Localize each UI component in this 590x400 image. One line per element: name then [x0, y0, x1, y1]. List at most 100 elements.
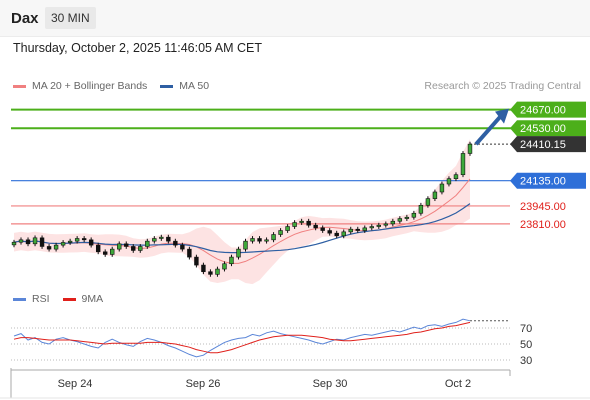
level-badge-3	[510, 172, 586, 189]
candle-body-57	[411, 212, 417, 218]
trend-arrow-shaft	[474, 112, 505, 146]
candle-body-3	[32, 237, 38, 245]
candle-body-22	[166, 236, 171, 242]
rsi-tick-label-1: 50	[520, 339, 532, 351]
candle-body-30	[222, 263, 227, 270]
top-bar: Dax 30 MIN	[0, 0, 590, 37]
legend-item-9ma: 9MA	[62, 293, 104, 305]
candle-body-45	[327, 230, 332, 234]
candle-body-55	[397, 218, 403, 222]
candle-body-58	[418, 204, 424, 214]
candle-body-59	[425, 198, 431, 206]
rsi-tick-label-0: 70	[520, 323, 532, 335]
legend-item-ma50: MA 50	[160, 80, 209, 92]
rsi-legend: RSI 9MA	[13, 293, 116, 305]
candle-body-42	[306, 220, 311, 226]
timeframe-button[interactable]: 30 MIN	[45, 7, 96, 29]
level-label-3: 24135.00	[520, 176, 566, 188]
rsi-tick-label-2: 30	[520, 355, 532, 367]
level-badge-2	[510, 136, 586, 153]
candle-body-44	[320, 227, 325, 231]
candle-body-23	[173, 240, 178, 246]
candle-body-6	[53, 244, 59, 250]
candle-body-56	[404, 216, 410, 219]
candle-body-41	[299, 220, 304, 223]
candle-body-16	[124, 243, 129, 247]
candle-body-37	[271, 234, 276, 241]
candle-body-31	[229, 256, 234, 265]
level-label-1: 24530.00	[520, 123, 566, 135]
legend-label-ma50: MA 50	[179, 80, 210, 92]
x-tick-label-0: Sep 24	[58, 378, 93, 390]
timestamp: Thursday, October 2, 2025 11:46:05 AM CE…	[13, 41, 262, 55]
legend-swatch-9ma	[62, 297, 76, 301]
candle-body-39	[285, 226, 290, 231]
level-badge-0	[510, 101, 586, 118]
candle-body-19	[145, 240, 150, 247]
candle-body-5	[46, 246, 52, 250]
candle-body-15	[117, 243, 122, 250]
bollinger-band	[14, 139, 470, 285]
candle-body-43	[313, 224, 318, 229]
legend-swatch-ma50	[160, 84, 174, 88]
x-tick-label-1: Sep 26	[186, 378, 221, 390]
candle-body-17	[131, 246, 136, 251]
candle-body-20	[152, 238, 157, 242]
candle-body-47	[341, 231, 346, 237]
candle-body-33	[243, 240, 248, 250]
candle-body-10	[81, 238, 87, 241]
trend-arrow-head	[495, 108, 509, 124]
legend-item-ma20: MA 20 + Bollinger Bands	[13, 80, 147, 92]
candle-body-36	[264, 239, 269, 242]
candle-body-38	[278, 230, 283, 235]
candle-body-2	[25, 239, 31, 245]
candle-body-52	[376, 224, 381, 227]
candle-body-29	[215, 268, 220, 275]
rsi-series-0	[13, 318, 471, 358]
candle-body-46	[334, 232, 339, 237]
level-label-4: 23945.00	[520, 201, 566, 213]
candle-body-61	[439, 183, 445, 193]
candle-body-8	[67, 240, 73, 243]
candle-body-18	[138, 246, 143, 251]
candle-body-12	[95, 244, 101, 253]
level-label-0: 24670.00	[520, 105, 566, 117]
candle-body-35	[257, 238, 262, 242]
candle-body-34	[250, 238, 255, 242]
candle-body-64	[460, 153, 466, 176]
legend-label-9ma: 9MA	[81, 293, 104, 305]
candle-body-54	[390, 220, 396, 225]
level-badge-1	[510, 120, 586, 137]
legend-item-rsi: RSI	[13, 293, 50, 305]
candle-body-49	[355, 228, 360, 231]
legend-label-rsi: RSI	[32, 293, 50, 305]
candle-body-25	[187, 248, 192, 258]
candle-body-21	[159, 236, 164, 239]
candle-body-62	[446, 178, 452, 185]
credit-text: Research © 2025 Trading Central	[424, 80, 581, 92]
candle-body-53	[383, 223, 389, 226]
symbol-label: Dax	[11, 10, 39, 27]
candle-body-32	[236, 248, 241, 258]
candle-body-0	[11, 241, 17, 246]
candle-body-13	[103, 251, 108, 255]
candle-body-40	[292, 222, 297, 227]
candle-body-9	[74, 238, 80, 242]
x-tick-label-3: Oct 2	[445, 378, 471, 390]
legend-swatch-ma20	[13, 84, 26, 88]
legend-label-ma20: MA 20 + Bollinger Bands	[32, 80, 148, 92]
candle-body-7	[60, 242, 66, 246]
candle-body-24	[180, 244, 185, 250]
level-label-2: 24410.15	[520, 139, 566, 151]
candle-body-11	[88, 239, 94, 246]
candle-body-26	[194, 256, 199, 266]
candle-body-50	[362, 227, 367, 231]
candle-body-14	[110, 248, 115, 255]
price-legend: MA 20 + Bollinger Bands MA 50	[13, 80, 222, 92]
candle-body-65	[467, 143, 473, 154]
candle-body-63	[453, 174, 459, 180]
candle-body-4	[39, 237, 45, 247]
candle-body-1	[18, 239, 24, 243]
candle-body-48	[348, 228, 353, 233]
